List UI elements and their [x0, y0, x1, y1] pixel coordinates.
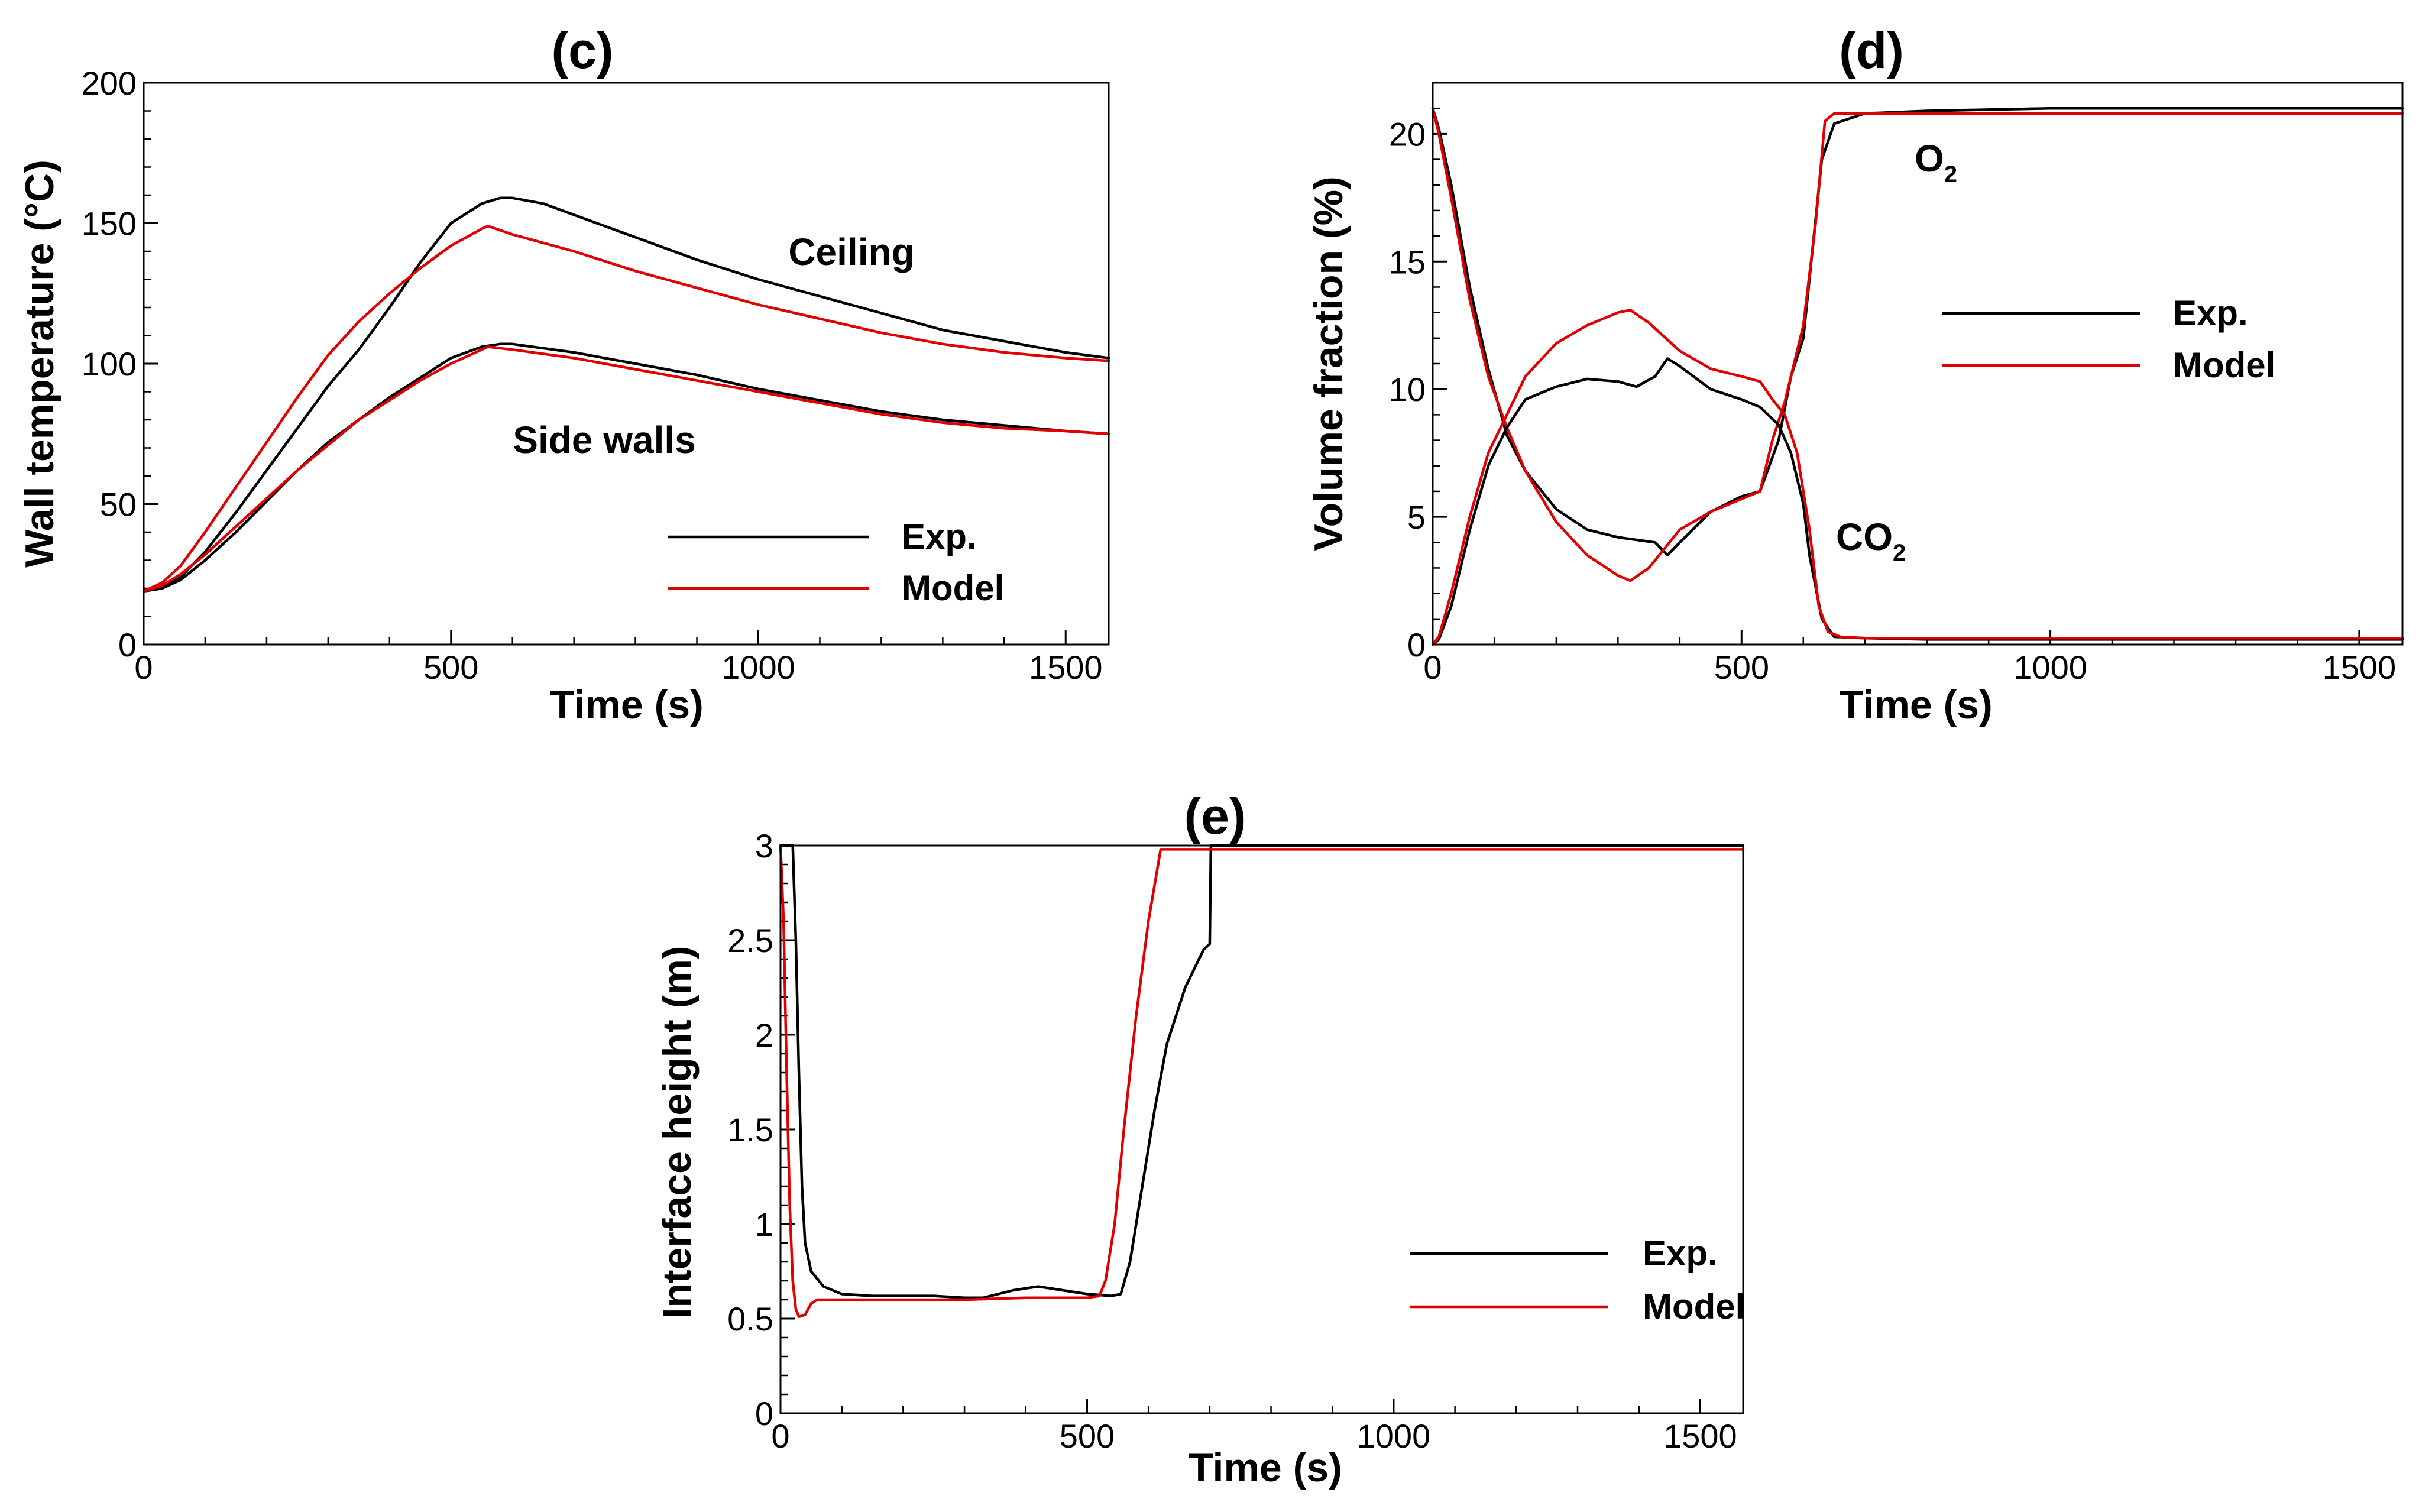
panel-c-series-side-walls-exp: [142, 342, 1110, 593]
panel-c-annotation-side-walls: Side walls: [513, 419, 695, 461]
x-tick-label: 0: [1423, 649, 1442, 686]
panel-d-plot-frame: [1432, 82, 2404, 646]
panel-e-interface-height: (e) 0 500 1000 1500 0 0.5 1 1.5 2 2.5 3 Time (s) I…: [655, 788, 1745, 1490]
panel-d-axes: 0 500 1000 1500 0 5 10 15 20: [1389, 82, 2397, 686]
panel-c-legend: Exp. Model: [668, 517, 1004, 608]
panel-d-annotation-o2-text: O: [1915, 137, 1944, 180]
y-tick-label: 50: [100, 486, 137, 523]
x-tick-label: 1500: [2323, 649, 2397, 686]
panel-e-x-axis-title: Time (s): [1189, 1445, 1342, 1490]
panel-c-series-side-walls-model: [142, 345, 1110, 593]
panel-c-y-axis-title: Wall temperature (°C): [17, 160, 62, 568]
y-tick-label: 2.5: [727, 922, 773, 959]
panel-d-annotation-o2: O2: [1915, 137, 1957, 187]
panel-e-y-axis-title: Interface height (m): [655, 946, 700, 1319]
x-tick-label: 500: [1714, 649, 1769, 686]
x-tick-label: 1000: [2013, 649, 2087, 686]
panel-c-legend-label-exp: Exp.: [902, 517, 977, 556]
panel-d-legend-label-exp: Exp.: [2173, 293, 2248, 333]
panel-d-series: [1431, 106, 2404, 646]
x-tick-label: 1500: [1663, 1417, 1737, 1455]
panel-d-y-axis-title: Volume fraction (%): [1306, 176, 1351, 551]
x-tick-label: 500: [423, 649, 478, 686]
panel-e-legend-label-model: Model: [1643, 1287, 1745, 1326]
panel-c-legend-label-model: Model: [902, 568, 1004, 608]
panel-c-axes: 0 500 1000 1500 0 50 100 150 200: [82, 64, 1103, 686]
panel-e-plot-frame: [779, 844, 1744, 1414]
panel-e-legend: Exp. Model: [1410, 1233, 1745, 1326]
y-tick-label: 0: [118, 626, 137, 663]
y-tick-label: 1: [755, 1206, 773, 1243]
panel-d-legend: Exp. Model: [1942, 293, 2275, 385]
panel-d-legend-label-model: Model: [2173, 345, 2275, 385]
panel-d-volume-fraction: (d) 0 500 1000 1500 0 5 10 15 20 Time (s) Volume…: [1306, 22, 2404, 727]
y-tick-label: 20: [1389, 115, 1426, 153]
panel-e-title: (e): [1184, 788, 1246, 845]
x-tick-label: 0: [771, 1417, 789, 1455]
x-tick-label: 500: [1060, 1417, 1115, 1455]
panel-d-x-axis-title: Time (s): [1839, 682, 1992, 727]
y-tick-label: 100: [82, 345, 137, 383]
y-tick-label: 0: [755, 1395, 773, 1432]
panel-d-annotation-co2-sub: 2: [1893, 540, 1906, 566]
panel-c-series: [142, 196, 1110, 593]
y-tick-label: 200: [82, 64, 137, 102]
panel-d-title: (d): [1839, 22, 1904, 79]
x-tick-label: 1500: [1029, 649, 1103, 686]
panel-c-wall-temperature: (c) 0 500 1000 1500 0 50 100 150 200 Time (s) Wa…: [17, 22, 1110, 727]
y-tick-label: 0: [1407, 626, 1426, 663]
panel-c-series-ceiling-model: [142, 225, 1110, 593]
panel-d-series-co2-model: [1431, 309, 2404, 646]
y-tick-label: 2: [755, 1016, 773, 1054]
y-tick-label: 0.5: [727, 1300, 773, 1338]
x-tick-label: 1000: [721, 649, 795, 686]
y-tick-label: 10: [1389, 371, 1426, 408]
panel-e-legend-label-exp: Exp.: [1643, 1233, 1718, 1273]
panel-c-x-axis-title: Time (s): [550, 682, 703, 727]
panel-d-annotation-o2-sub: 2: [1944, 161, 1957, 187]
panel-c-title: (c): [551, 22, 613, 79]
x-tick-label: 1000: [1357, 1417, 1431, 1455]
panel-e-axes: 0 500 1000 1500 0 0.5 1 1.5 2 2.5 3: [727, 827, 1737, 1455]
panel-d-series-co2-exp: [1431, 357, 2404, 646]
panel-c-series-ceiling-exp: [142, 196, 1110, 593]
panel-e-series: [779, 844, 1745, 1319]
panel-d-series-o2-model: [1431, 106, 2404, 582]
panel-e-series-exp: [779, 844, 1745, 1300]
panel-c-plot-frame: [143, 82, 1110, 646]
y-tick-label: 15: [1389, 243, 1426, 280]
panel-e-series-model: [779, 844, 1745, 1319]
x-tick-label: 0: [134, 649, 153, 686]
y-tick-label: 1.5: [727, 1111, 773, 1148]
y-tick-label: 150: [82, 205, 137, 242]
panel-d-annotation-co2-text: CO: [1836, 516, 1893, 558]
y-tick-label: 5: [1407, 498, 1426, 536]
panel-c-annotation-ceiling: Ceiling: [788, 231, 914, 273]
panel-d-annotation-co2: CO2: [1836, 516, 1906, 566]
y-tick-label: 3: [755, 827, 773, 865]
